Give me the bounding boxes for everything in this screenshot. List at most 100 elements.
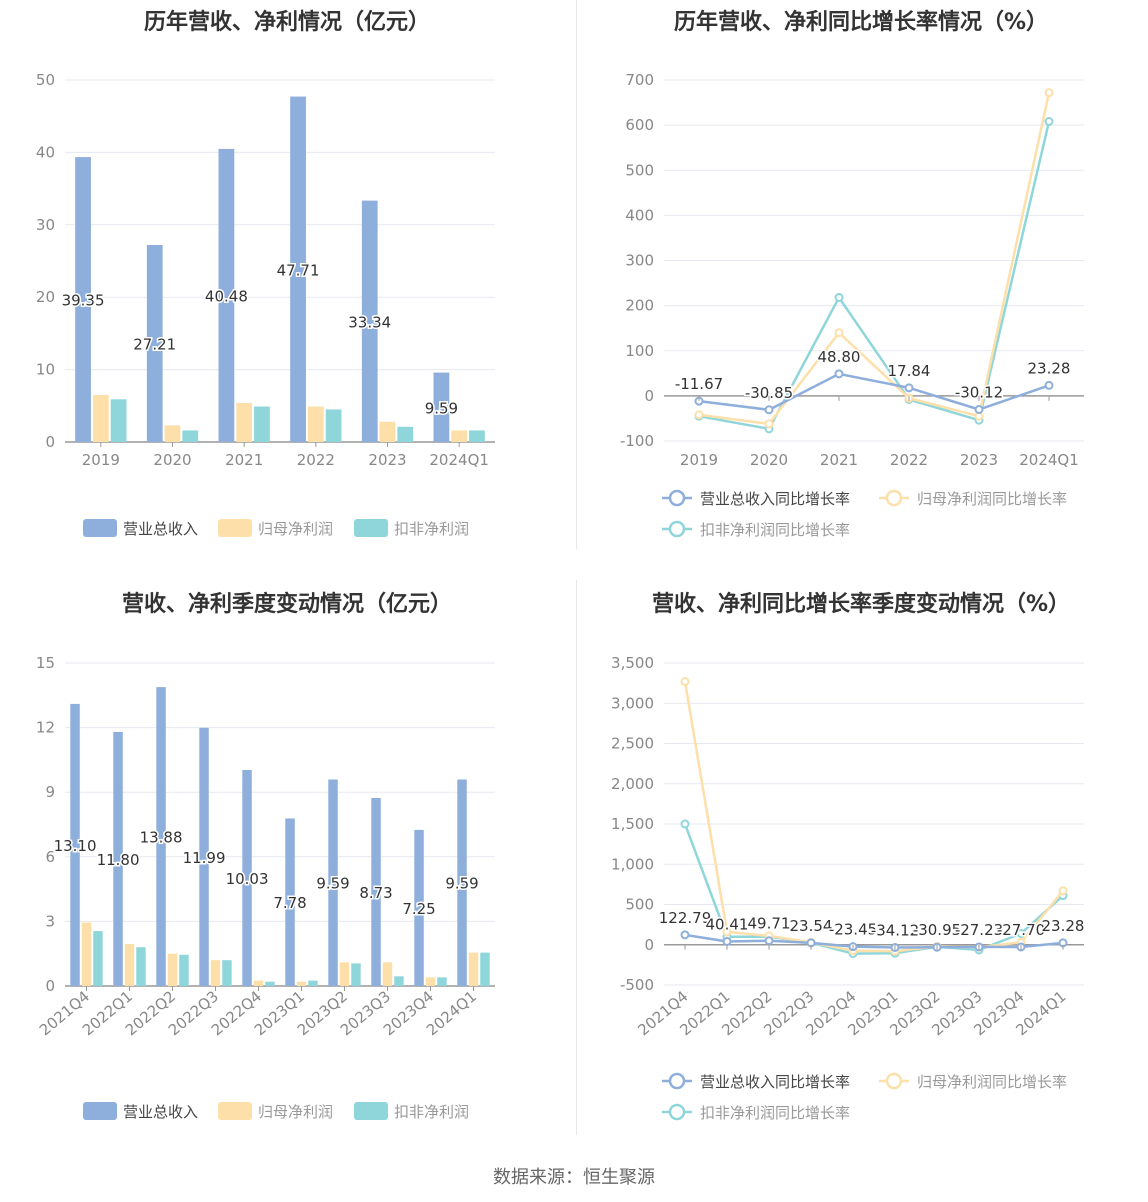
x-tick-label: 2024Q1 — [1019, 451, 1079, 469]
data-point — [764, 405, 774, 415]
legend-swatch — [83, 1102, 117, 1120]
x-tick-label: 2019 — [680, 451, 718, 469]
y-tick-label: 200 — [625, 297, 654, 315]
data-label: 9.59 — [445, 875, 478, 893]
bar — [81, 922, 92, 986]
y-tick-label: 100 — [625, 342, 654, 360]
data-label: 9.59 — [425, 399, 458, 417]
data-point — [1044, 117, 1054, 127]
bar — [382, 962, 393, 986]
legend-marker — [668, 1072, 686, 1090]
bar — [371, 798, 381, 986]
data-point — [834, 369, 844, 379]
bar — [218, 148, 235, 442]
y-tick-label: 0 — [45, 433, 55, 451]
bar — [339, 962, 350, 986]
bar — [199, 727, 209, 986]
y-tick-label: 2,500 — [611, 735, 654, 753]
data-point — [764, 936, 774, 946]
bar — [308, 980, 318, 986]
chart-quarterly-growth: -500 0 500 1,000 1,500 2,000 2,500 3,000 3,500 12… — [611, 654, 1086, 1122]
data-label: -27.70 — [997, 921, 1045, 939]
x-tick-label: 2023 — [368, 451, 406, 469]
data-point — [764, 419, 774, 429]
y-tick-label: 15 — [36, 654, 55, 672]
chart-title: 营收、净利同比增长率季度变动情况（%） — [651, 592, 1071, 617]
legend-swatch — [354, 519, 388, 537]
bar — [328, 779, 338, 986]
bar — [325, 409, 342, 442]
data-label: -30.12 — [955, 383, 1003, 401]
bar — [480, 952, 490, 986]
x-tick-label: 2023 — [960, 451, 998, 469]
bar — [222, 960, 232, 986]
data-point — [722, 927, 732, 937]
series-line — [684, 933, 1064, 949]
bar — [136, 947, 146, 986]
chart-panel-quarterly-growth: 营收、净利同比增长率季度变动情况（%） -500 0 500 1,000 1,500 2,… — [574, 580, 1148, 1150]
x-tick-label: 2021 — [225, 451, 263, 469]
bar — [285, 818, 295, 986]
legend-marker — [668, 1103, 686, 1121]
y-tick-label: 500 — [625, 161, 654, 179]
y-tick-label: 500 — [625, 896, 654, 914]
bar — [146, 244, 163, 442]
legend-label: 营业总收入同比增长率 — [700, 1073, 850, 1091]
data-label: 10.03 — [226, 870, 269, 888]
chart-panel-quarterly-revenue: 营收、净利季度变动情况（亿元） 0 3 6 9 12 15 13.10 11.80 13.88 1… — [0, 580, 574, 1150]
data-label: 27.21 — [133, 335, 176, 353]
data-label: -30.95 — [913, 921, 961, 939]
x-tick-label: 2022 — [297, 451, 335, 469]
chart-annual-revenue: 0 10 20 30 40 50 39.35 27.21 40.48 47.71 33.34 9.59… — [36, 71, 495, 538]
bar — [179, 954, 189, 986]
data-label: 48.80 — [818, 348, 861, 366]
data-label: 13.10 — [54, 837, 97, 855]
y-tick-label: 20 — [36, 288, 55, 306]
y-tick-label: 3,500 — [611, 654, 654, 672]
y-tick-label: 700 — [625, 71, 654, 89]
y-tick-label: 30 — [36, 216, 55, 234]
legend-marker — [668, 489, 686, 507]
data-point — [680, 930, 690, 940]
legend-swatch — [83, 519, 117, 537]
divider-vertical-bottom — [576, 580, 577, 1135]
legend-label: 归母净利润 — [258, 1103, 333, 1121]
data-point — [694, 410, 704, 420]
data-label: 9.59 — [316, 875, 349, 893]
bar — [433, 372, 450, 442]
data-point — [1016, 928, 1026, 938]
chart-panel-annual-growth: 历年营收、净利同比增长率情况（%） -100 0 100 200 300 400 500 60… — [574, 0, 1148, 560]
data-point — [834, 328, 844, 338]
data-label: -27.23 — [955, 921, 1003, 939]
data-label: 122.79 — [659, 909, 712, 927]
data-label: 33.34 — [348, 313, 391, 331]
bar — [414, 829, 424, 986]
legend-label: 扣非净利润同比增长率 — [700, 521, 850, 539]
bar — [361, 200, 378, 442]
data-point — [680, 677, 690, 687]
data-label: 40.41 — [706, 915, 749, 933]
x-tick-label: 2024Q1 — [429, 451, 489, 469]
data-label: 47.71 — [277, 261, 320, 279]
legend-swatch — [354, 1102, 388, 1120]
bar — [113, 731, 123, 986]
legend-label: 营业总收入 — [123, 520, 198, 538]
y-tick-label: 40 — [36, 143, 55, 161]
y-tick-label: -500 — [620, 976, 654, 994]
data-label: 8.73 — [359, 884, 392, 902]
data-point — [834, 293, 844, 303]
bar — [253, 980, 264, 986]
data-point — [974, 404, 984, 414]
legend-label: 营业总收入 — [123, 1103, 198, 1121]
data-label: -34.12 — [871, 921, 919, 939]
legend-label: 归母净利润 — [258, 520, 333, 538]
data-label: 23.54 — [790, 917, 833, 935]
y-tick-label: 3,000 — [611, 694, 654, 712]
y-tick-label: 600 — [625, 116, 654, 134]
bar — [242, 770, 252, 986]
y-tick-label: 1,000 — [611, 855, 654, 873]
series-line — [698, 92, 1051, 426]
data-label: 23.28 — [1042, 917, 1085, 935]
y-tick-label: 400 — [625, 206, 654, 224]
data-label: 23.28 — [1028, 359, 1071, 377]
